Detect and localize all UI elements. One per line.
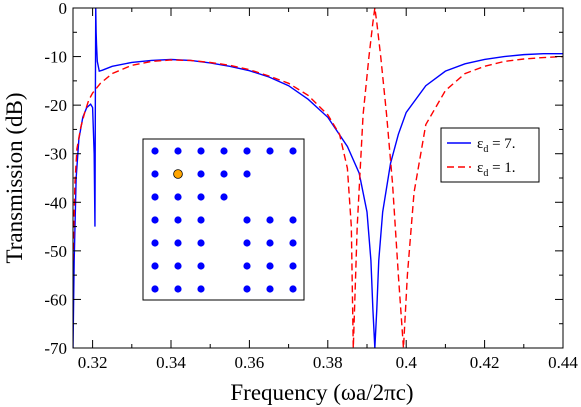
lattice-rod <box>289 285 297 293</box>
inset-frame <box>142 138 305 301</box>
lattice-rod <box>151 147 159 155</box>
lattice-rod <box>197 216 205 224</box>
y-tick-label: -50 <box>44 242 67 261</box>
legend-label-2: εd = 1. <box>477 160 516 179</box>
lattice-rod <box>197 262 205 270</box>
lattice-rod <box>151 170 159 178</box>
x-tick-label: 0.32 <box>78 353 108 372</box>
x-tick-label: 0.34 <box>156 353 186 372</box>
x-tick-label: 0.42 <box>470 353 500 372</box>
y-tick-label: -30 <box>44 145 67 164</box>
lattice-rod <box>220 170 228 178</box>
lattice-rod <box>197 147 205 155</box>
lattice-rod <box>151 285 159 293</box>
lattice-rod <box>197 285 205 293</box>
lattice-rod <box>266 216 274 224</box>
legend-label-1: εd = 7. <box>477 136 516 155</box>
lattice-rod <box>220 193 228 201</box>
x-tick-label: 0.36 <box>235 353 265 372</box>
lattice-rod <box>174 239 182 247</box>
lattice-rod <box>197 239 205 247</box>
lattice-rod <box>197 193 205 201</box>
y-tick-label: 0 <box>59 0 68 18</box>
series-layer <box>73 8 563 348</box>
lattice-rod <box>243 262 251 270</box>
lattice-rod <box>289 262 297 270</box>
lattice-rod <box>243 170 251 178</box>
defect-rod <box>173 169 183 179</box>
lattice-rod <box>289 147 297 155</box>
lattice-rod <box>151 193 159 201</box>
x-tick-label: 0.4 <box>396 353 418 372</box>
lattice-rod <box>174 193 182 201</box>
y-tick-label: -40 <box>44 193 67 212</box>
lattice-rod <box>151 239 159 247</box>
x-axis-title: Frequency (ωa/2πc) <box>230 380 413 405</box>
lattice-rod <box>289 216 297 224</box>
x-tick-label: 0.44 <box>548 353 578 372</box>
lattice-rod <box>243 147 251 155</box>
lattice-rod <box>243 239 251 247</box>
lattice-rod <box>220 147 228 155</box>
y-tick-label: -60 <box>44 290 67 309</box>
lattice-rod <box>197 170 205 178</box>
y-axis-title: Transmission (dB) <box>2 92 27 263</box>
axes: 0.32 0.34 0.36 0.38 0.4 0.42 0.44 0 -10 -20 -30 -40… <box>44 0 578 372</box>
inset-lattice <box>142 138 305 301</box>
legend-box <box>440 127 540 183</box>
lattice-rod <box>266 239 274 247</box>
lattice-rod <box>243 216 251 224</box>
lattice-rod <box>151 216 159 224</box>
lattice-rod <box>174 285 182 293</box>
y-tick-label: -20 <box>44 96 67 115</box>
lattice-rod <box>151 262 159 270</box>
lattice-rod <box>174 147 182 155</box>
y-tick-label: -10 <box>44 48 67 67</box>
legend: εd = 7. εd = 1. <box>440 127 540 183</box>
lattice-rod <box>174 262 182 270</box>
y-tick-label: -70 <box>44 339 67 358</box>
lattice-rod <box>289 239 297 247</box>
x-tick-label: 0.38 <box>313 353 343 372</box>
lattice-rod <box>266 262 274 270</box>
lattice-rod <box>243 285 251 293</box>
lattice-rod <box>266 147 274 155</box>
lattice-rod <box>174 216 182 224</box>
lattice-rod <box>266 285 274 293</box>
series-line-2 <box>73 8 563 348</box>
series-line-1 <box>73 8 563 348</box>
